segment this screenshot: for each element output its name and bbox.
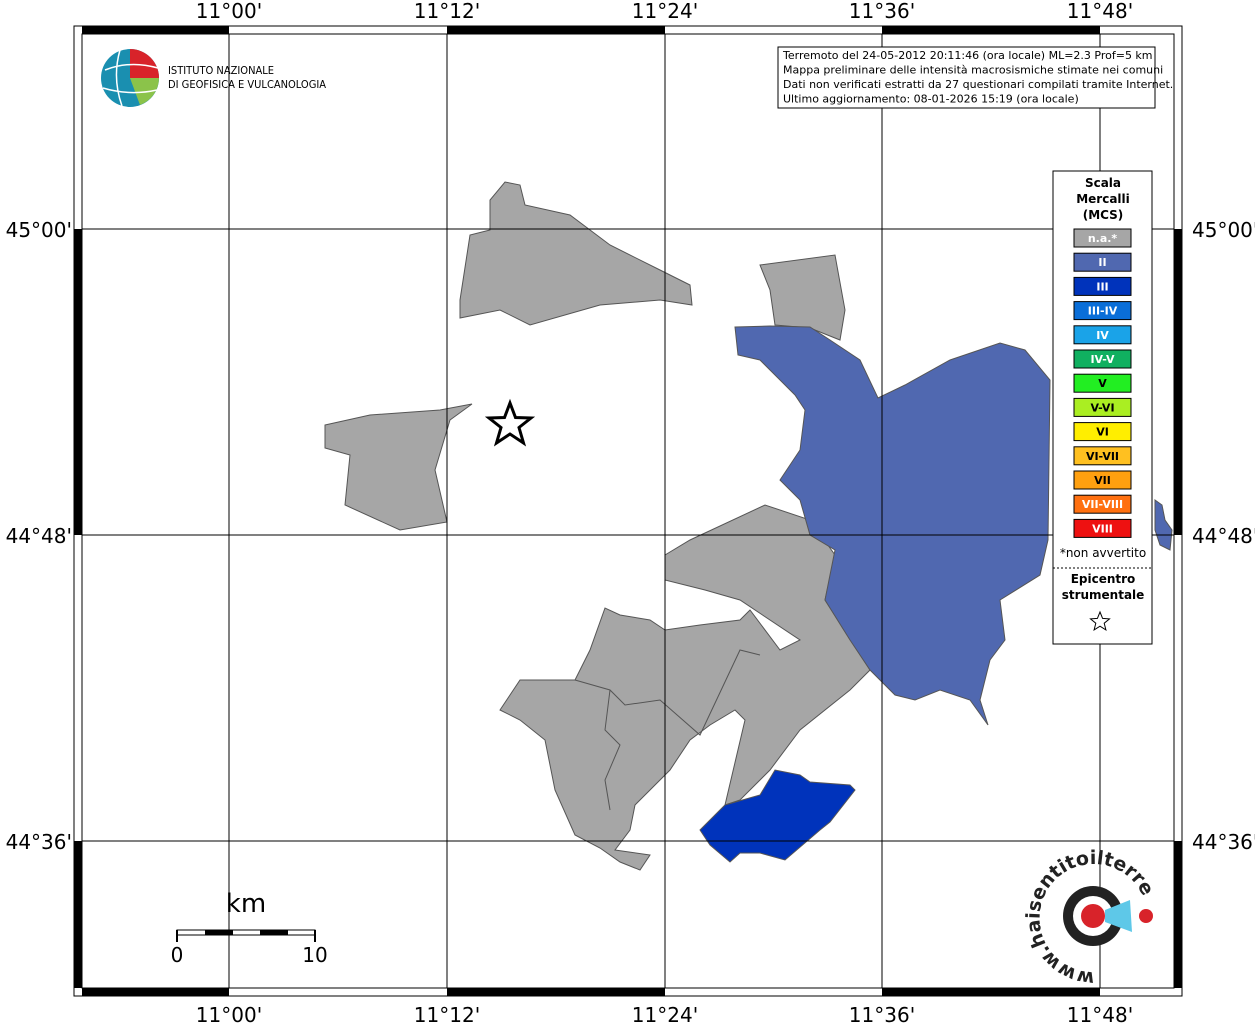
scale-start: 0 [171,943,184,967]
scale-track [176,929,316,936]
frame [73,25,1183,997]
lon-label: 11°48' [1067,1003,1133,1024]
area-iii [699,769,856,863]
boundary [604,689,621,811]
logo-lines [102,49,159,107]
lon-label: 11°48' [1067,0,1133,23]
legend-swatch [1073,470,1132,490]
legend-note: *non avvertito [1060,546,1146,560]
logo-text: DI GEOFISICA E VULCANOLOGIA [168,78,326,91]
legend-title: Scala [1085,176,1121,190]
area-grey [499,504,871,871]
frame-band [74,229,82,535]
badge-dot [1139,909,1153,923]
legend-swatch [1073,325,1132,345]
lat-label: 44°36' [6,830,72,854]
info-line: Terremoto del 24-05-2012 20:11:46 (ora l… [782,49,1153,62]
legend-label: V [1098,377,1107,390]
info-line: Ultimo aggiornamento: 08-01-2026 15:19 (… [783,93,1079,106]
badge-core [1081,904,1105,928]
legend-label: IV-V [1090,353,1115,366]
legend-label: V-VI [1090,401,1114,414]
lon-label: 11°36' [849,1003,915,1024]
frame-band [82,26,229,34]
legend-label: III-IV [1088,305,1118,318]
scale-end: 10 [302,943,327,967]
scale-unit: km [226,889,266,919]
logo-segment [130,49,159,78]
graticule [82,34,1174,988]
legend-title: (MCS) [1083,208,1124,222]
frame-band [882,26,1100,34]
legend-swatch [1073,518,1132,538]
lat-label: 45°00' [6,218,72,242]
legend-label: n.a.* [1088,232,1118,245]
legend-label: VI-VII [1086,450,1119,463]
info-line: Mappa preliminare delle intensità macros… [783,64,1163,77]
area-grey [759,254,846,341]
legend-title: Mercalli [1076,192,1130,206]
legend-label: VI [1096,426,1109,439]
frame-band [74,841,82,988]
area-ii [734,325,1051,726]
area-ii [1154,499,1173,551]
frame-band [447,988,665,996]
legend-swatch [1073,397,1132,417]
legend-label: IV [1096,329,1109,342]
legend-swatch [1073,276,1132,296]
municipalities [324,181,1173,871]
legend-swatch [1073,422,1132,442]
info-box [777,46,1156,109]
legend-swatch [1073,252,1132,272]
legend-star [1089,610,1111,631]
legend-epicenter: Epicentro [1071,572,1136,586]
legend-swatch [1073,494,1132,514]
badge-speaker [1105,900,1132,932]
frame-band [82,988,229,996]
frame-band [447,26,665,34]
ingv-logo: ISTITUTO NAZIONALE DI GEOFISICA E VULCAN… [101,49,326,107]
lat-label: 44°48' [6,524,72,548]
legend: ScalaMercalli(MCS)n.a.*IIIIIIII-IVIVIV-V… [1060,176,1146,602]
area-grey [324,403,473,531]
lat-label: 44°36' [1192,830,1255,854]
legend-label: VIII [1092,522,1113,535]
legend-label: VII [1094,474,1111,487]
legend-swatch [1073,349,1132,369]
legend-swatch [1073,301,1132,321]
logo-text: ISTITUTO NAZIONALE [168,64,274,77]
lat-label: 44°48' [1192,524,1255,548]
epicenter-star [484,398,536,447]
scale-segment [260,930,288,935]
area-grey [459,181,693,326]
scale-bar: km 0 10 [171,889,328,967]
lon-label: 11°24' [632,0,698,23]
lon-label: 11°00' [196,0,262,23]
lon-label: 11°36' [849,0,915,23]
lat-label: 45°00' [1192,218,1255,242]
scale-segment [205,930,233,935]
lon-label: 11°12' [414,0,480,23]
lon-label: 11°00' [196,1003,262,1024]
lon-label: 11°12' [414,1003,480,1024]
legend-epicenter: strumentale [1062,588,1145,602]
info-text: Terremoto del 24-05-2012 20:11:46 (ora l… [782,49,1173,106]
legend-label: II [1098,256,1106,269]
legend-swatch [1073,446,1132,466]
frame-band [882,988,1100,996]
legend-label: VII-VIII [1082,498,1123,511]
info-line: Dati non verificati estratti da 27 quest… [783,78,1173,91]
lon-label: 11°24' [632,1003,698,1024]
legend-swatch [1073,228,1132,248]
frame-band [1174,841,1182,988]
frame-band [1174,229,1182,535]
legend-label: III [1096,280,1108,293]
legend-swatch [1073,373,1132,393]
